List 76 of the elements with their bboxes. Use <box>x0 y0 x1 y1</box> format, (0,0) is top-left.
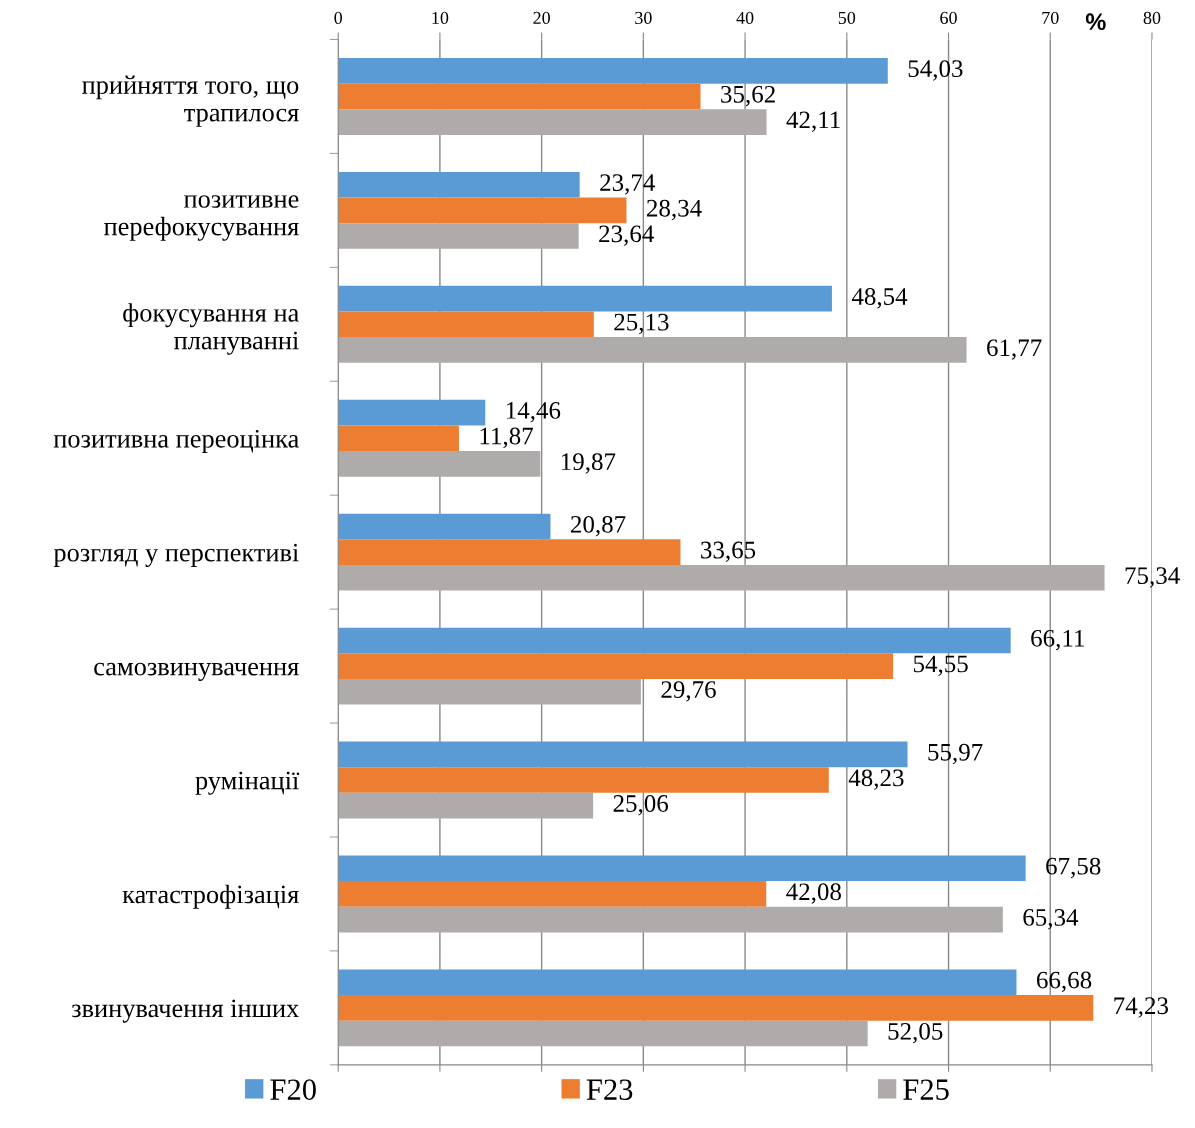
data-label: 42,11 <box>786 111 840 132</box>
x-tick-label: 50 <box>838 11 856 25</box>
x-tick-label: 40 <box>736 11 754 25</box>
bar <box>338 451 541 477</box>
bar <box>338 513 551 540</box>
legend-label: F20 <box>270 1079 316 1100</box>
y-tick-label: катастрофізація <box>122 884 299 909</box>
x-tick-label: 70 <box>1042 11 1059 25</box>
bar <box>338 399 486 426</box>
data-label: 48,23 <box>848 769 904 790</box>
x-tick-label: 30 <box>635 11 652 25</box>
data-label: 25,06 <box>613 795 669 816</box>
data-label: 11,87 <box>480 427 533 449</box>
bar <box>338 223 579 249</box>
x-tick-label: 10 <box>432 11 449 25</box>
bar <box>338 741 908 768</box>
y-tick-label: позитивна переоцінка <box>53 429 299 453</box>
data-label: 55,97 <box>928 743 983 765</box>
bar <box>338 969 1017 996</box>
data-label: 75,34 <box>1125 567 1180 588</box>
data-label: 61,77 <box>987 339 1042 360</box>
data-label: 29,76 <box>661 681 716 702</box>
bar <box>338 906 1003 933</box>
bar <box>338 57 888 84</box>
x-tick-label: 20 <box>533 11 550 25</box>
data-label: 54,03 <box>908 60 963 81</box>
y-tick-label: румінації <box>195 771 300 795</box>
bar <box>338 678 641 705</box>
x-tick-label: 80 <box>1143 11 1161 25</box>
bar <box>338 855 1026 882</box>
x-tick-label: 60 <box>940 11 957 25</box>
x-tick-label: 0 <box>334 11 343 25</box>
data-label: 42,08 <box>786 883 841 904</box>
bar <box>338 197 627 224</box>
data-label: 33,65 <box>701 541 756 563</box>
bar <box>338 627 1011 654</box>
y-tick-label: позитивне перефокусування <box>104 195 299 241</box>
data-label: 23,74 <box>600 174 655 195</box>
bar <box>338 171 580 198</box>
data-label: 66,11 <box>1031 629 1084 651</box>
bar <box>338 337 967 363</box>
data-label: 23,64 <box>599 225 654 246</box>
y-tick-label: самозвинувачення <box>94 662 299 681</box>
legend-label: F23 <box>586 1079 633 1100</box>
data-label: 19,87 <box>561 453 616 474</box>
bar <box>338 311 594 338</box>
bar <box>338 564 1105 591</box>
y-tick-label: звинувачення інших <box>71 999 299 1023</box>
x-axis-title: % <box>1085 13 1106 30</box>
bar <box>338 1020 868 1047</box>
data-label: 67,58 <box>1046 857 1101 879</box>
bar <box>338 285 832 312</box>
bar <box>338 653 894 679</box>
data-label: 25,13 <box>614 313 669 335</box>
data-label: 35,62 <box>721 85 775 107</box>
data-label: 14,46 <box>506 402 561 423</box>
bar <box>338 995 1094 1021</box>
bar <box>338 881 767 907</box>
data-label: 20,87 <box>571 515 626 537</box>
data-label: 66,68 <box>1037 971 1092 993</box>
legend-label: F25 <box>903 1079 949 1100</box>
y-tick-label: розгляд у перспективі <box>53 543 299 567</box>
data-label: 48,54 <box>851 288 908 309</box>
bar <box>338 109 767 135</box>
bar <box>338 425 459 452</box>
data-label: 74,23 <box>1114 997 1168 1018</box>
data-label: 28,34 <box>647 199 702 221</box>
bar <box>338 767 829 793</box>
bar <box>338 83 701 110</box>
bar <box>338 539 681 565</box>
data-label: 52,05 <box>888 1022 943 1044</box>
bar <box>338 792 594 819</box>
data-label: 65,34 <box>1023 909 1079 930</box>
y-tick-label: фокусування на плануванні <box>123 303 299 355</box>
data-label: 54,55 <box>913 655 968 676</box>
y-tick-label: прийняття того, що трапилося <box>82 75 299 127</box>
